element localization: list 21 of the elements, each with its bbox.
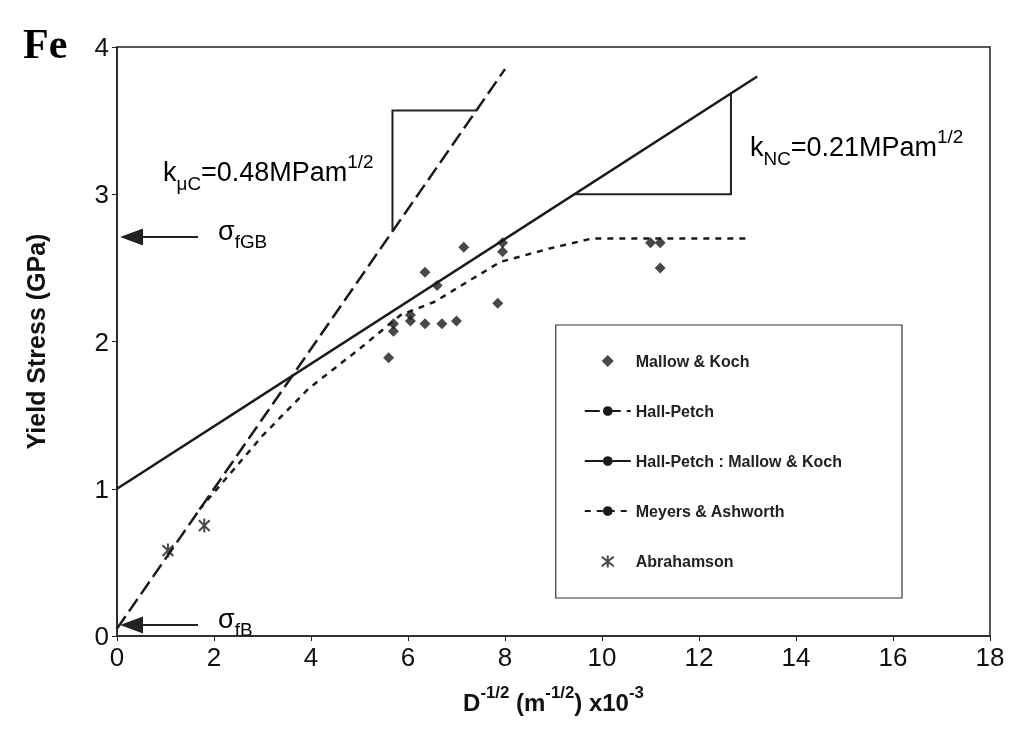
legend-label: Hall-Petch [635,402,715,420]
x-tick-label: 12 [684,642,714,672]
y-tick-label: 4 [94,32,109,62]
legend-label: Mallow & Koch [635,352,750,370]
x-tick-label: 4 [303,642,319,672]
y-axis-title: Yield Stress (GPa) [22,233,51,450]
legend-label: Meyers & Ashworth [635,502,785,520]
x-tick-label: 6 [400,642,416,672]
y-tick-label: 0 [94,621,109,651]
legend-label: Hall-Petch : Mallow & Koch [635,452,843,470]
x-tick-label: 10 [587,642,617,672]
x-tick-label: 18 [975,642,1005,672]
legend-label: Abrahamson [635,553,734,570]
x-tick-label: 8 [497,642,513,672]
y-tick-label: 1 [94,473,109,504]
y-tick-label: 2 [94,326,109,357]
x-tick-label: 16 [878,642,908,672]
chart-title: Fe [23,21,68,67]
x-tick-label: 14 [781,642,811,672]
y-tick-label: 3 [94,179,109,210]
x-tick-label: 2 [206,642,222,672]
